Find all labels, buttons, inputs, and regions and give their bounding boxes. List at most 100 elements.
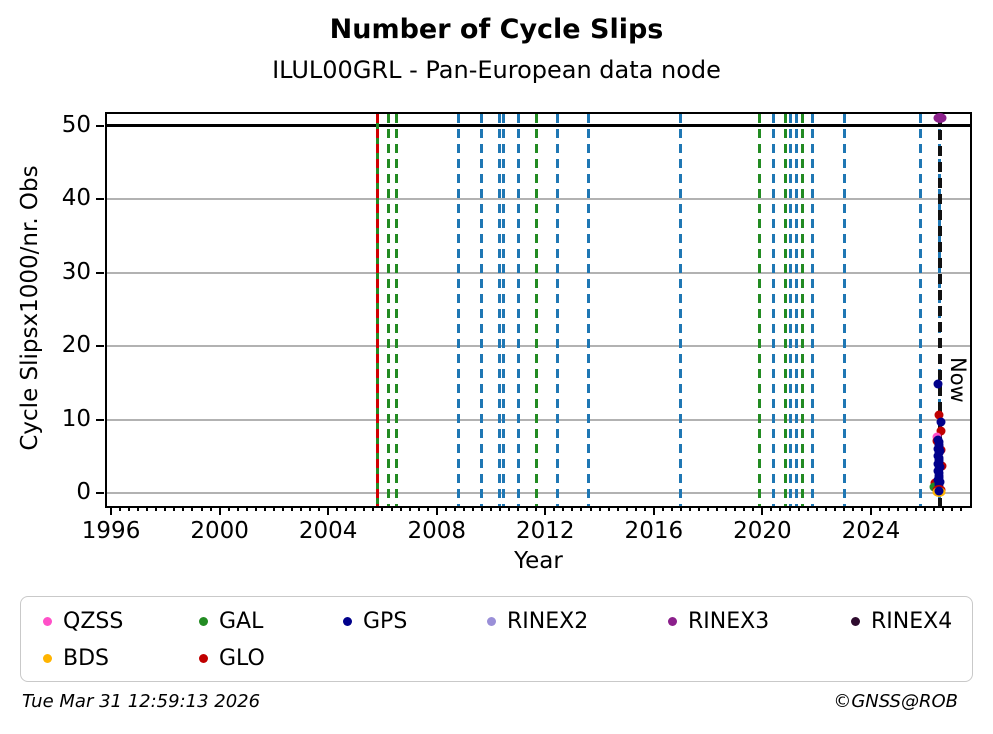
legend-item-qzss: QZSS <box>43 609 199 634</box>
x-minor-tick <box>155 506 158 511</box>
x-minor-tick <box>571 506 574 511</box>
legend-item-gal: GAL <box>199 609 343 634</box>
x-minor-tick <box>444 506 447 511</box>
x-minor-tick <box>254 506 257 511</box>
legend-label: GLO <box>219 646 265 671</box>
x-minor-tick <box>517 506 520 511</box>
x-minor-tick <box>689 506 692 511</box>
x-major-tick <box>327 506 330 515</box>
x-major-tick <box>544 506 547 515</box>
x-minor-tick <box>888 506 891 511</box>
y-tick-label: 20 <box>61 332 91 359</box>
legend-label: BDS <box>63 646 109 671</box>
x-minor-tick <box>426 506 429 511</box>
gridline-y40 <box>107 198 970 201</box>
x-tick-label: 2008 <box>407 518 466 544</box>
x-minor-tick <box>381 506 384 511</box>
data-point-gps <box>933 379 943 389</box>
data-point-glo <box>934 410 944 420</box>
x-minor-tick <box>508 506 511 511</box>
x-minor-tick <box>173 506 176 511</box>
y-major-tick <box>96 345 104 348</box>
now-label: Now <box>946 357 971 403</box>
x-minor-tick <box>670 506 673 511</box>
glo-dot-icon <box>199 654 208 663</box>
x-minor-tick <box>815 506 818 511</box>
y-major-tick <box>96 271 104 274</box>
x-minor-tick <box>119 506 122 511</box>
x-minor-tick <box>951 506 954 511</box>
gal-dot-icon <box>199 617 208 626</box>
bds-dot-icon <box>43 654 52 663</box>
x-minor-tick <box>824 506 827 511</box>
event-line-gps_line <box>919 114 923 506</box>
x-minor-tick <box>200 506 203 511</box>
x-minor-tick <box>499 506 502 511</box>
y-major-tick <box>96 124 104 127</box>
x-minor-tick <box>598 506 601 511</box>
x-minor-tick <box>779 506 782 511</box>
x-minor-tick <box>281 506 284 511</box>
x-minor-tick <box>679 506 682 511</box>
x-tick-label: 2016 <box>624 518 684 544</box>
x-tick-label: 2000 <box>190 518 249 544</box>
x-minor-tick <box>725 506 728 511</box>
x-major-tick <box>110 506 113 515</box>
x-tick-label: 2024 <box>841 518 901 544</box>
x-minor-tick <box>462 506 465 511</box>
data-point-glo <box>936 426 946 436</box>
x-minor-tick <box>345 506 348 511</box>
rinex2-dot-icon <box>487 617 496 626</box>
chart-title: Number of Cycle Slips <box>329 14 664 45</box>
event-line-gal <box>395 114 399 506</box>
x-minor-tick <box>743 506 746 511</box>
gps-dot-icon <box>343 617 352 626</box>
x-minor-tick <box>290 506 293 511</box>
event-line-gps_line <box>789 114 793 506</box>
x-minor-tick <box>553 506 556 511</box>
event-line-gal <box>758 114 762 506</box>
x-minor-tick <box>300 506 303 511</box>
threshold-line <box>107 124 970 128</box>
event-line-gps_line <box>555 114 559 506</box>
x-minor-tick <box>842 506 845 511</box>
legend: QZSS GAL GPS RINEX2 RINEX3 RINEX4 BDS GLO <box>20 596 973 682</box>
event-line-now <box>938 114 943 506</box>
event-line-gps_line <box>678 114 682 506</box>
x-minor-tick <box>490 506 492 511</box>
x-minor-tick <box>878 506 881 511</box>
x-minor-tick <box>580 506 583 511</box>
qzss-dot-icon <box>43 617 52 626</box>
y-tick-label: 10 <box>61 405 91 432</box>
y-major-tick <box>96 198 104 201</box>
x-axis-title: Year <box>514 548 563 574</box>
event-line-gps_line <box>498 114 502 506</box>
event-line-gal <box>535 114 539 506</box>
x-minor-tick <box>526 506 529 511</box>
x-minor-tick <box>137 506 140 511</box>
x-minor-tick <box>625 506 628 511</box>
x-minor-tick <box>227 506 230 511</box>
x-minor-tick <box>399 506 402 511</box>
x-minor-tick <box>806 506 809 511</box>
x-minor-tick <box>851 506 854 511</box>
x-tick-label: 2004 <box>298 518 358 544</box>
x-minor-tick <box>589 506 592 511</box>
legend-item-bds: BDS <box>43 646 199 671</box>
x-minor-tick <box>245 506 248 511</box>
y-tick-label: 40 <box>61 185 91 212</box>
x-tick-label: 2012 <box>516 518 575 544</box>
event-line-gps_line <box>517 114 521 506</box>
event-line-gal <box>783 114 787 506</box>
chart-subtitle: ILUL00GRL - Pan-European data node <box>272 56 721 84</box>
legend-label: RINEX2 <box>507 609 589 634</box>
gridline-y10 <box>107 418 970 421</box>
rinex4-dot-icon <box>851 617 860 626</box>
x-minor-tick <box>942 506 945 511</box>
x-major-tick <box>652 506 655 515</box>
footer-credit: ©GNSS@ROB <box>833 691 958 712</box>
x-minor-tick <box>535 506 538 511</box>
y-axis-title: Cycle Slipsx1000/nr. Obs <box>17 165 43 451</box>
x-minor-tick <box>788 506 791 511</box>
data-point-gps <box>934 486 944 496</box>
